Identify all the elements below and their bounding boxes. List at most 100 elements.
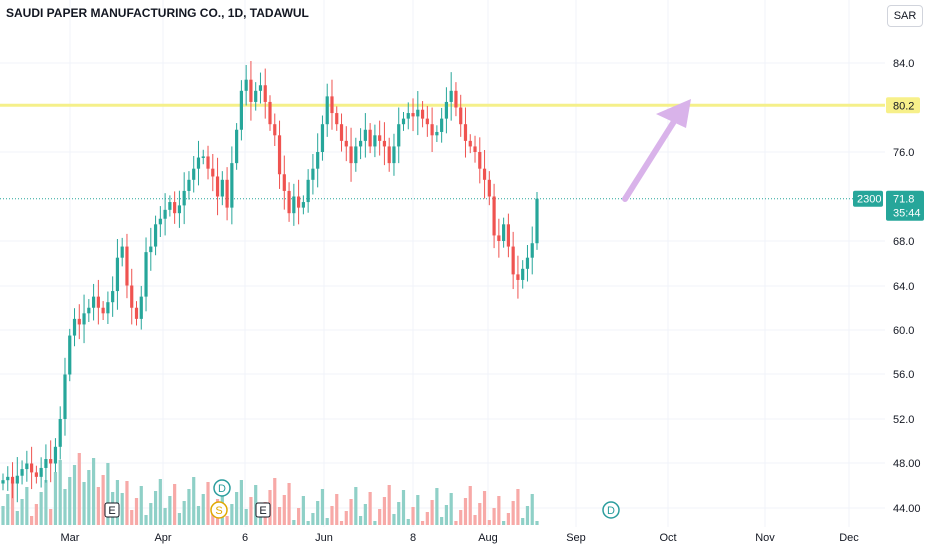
candle-body <box>139 296 143 319</box>
volume-bar <box>444 505 449 525</box>
dividend-marker-2-circle[interactable] <box>602 501 620 519</box>
candle-body <box>292 196 296 214</box>
volume-bar <box>106 463 110 525</box>
split-marker-1-circle[interactable] <box>210 501 228 519</box>
candle-body <box>401 118 406 125</box>
candle-body <box>335 113 339 125</box>
candle-body <box>492 196 496 236</box>
candle-body <box>192 168 196 180</box>
volume-bar <box>120 493 124 525</box>
candle-body <box>96 296 100 308</box>
candle-body <box>363 129 367 141</box>
candle-body <box>1 480 5 484</box>
earnings-marker-1-box[interactable] <box>104 502 120 518</box>
volume-tag[interactable] <box>853 190 883 207</box>
volume-bar <box>77 453 81 525</box>
volume-bar <box>244 509 248 525</box>
candle-body <box>258 85 263 91</box>
resistance-price-tag[interactable] <box>886 97 920 114</box>
volume-bar <box>330 506 334 525</box>
candle-body <box>425 118 429 125</box>
volume-bar <box>130 510 134 525</box>
volume-bar <box>134 498 139 525</box>
candle-body <box>444 101 449 119</box>
candle-body <box>130 285 134 308</box>
time-tick-label: Oct <box>659 532 676 544</box>
candle-body <box>430 124 434 136</box>
volume-bar <box>363 504 367 525</box>
candle-body <box>325 96 329 125</box>
candle-body <box>387 146 391 164</box>
candle-body <box>382 140 387 147</box>
current-price-label: 71.8 <box>893 194 914 206</box>
candle-body <box>225 179 229 208</box>
volume-bar <box>497 496 501 525</box>
volume-bar <box>292 520 296 525</box>
volume-bar <box>168 496 172 525</box>
price-tick-label: 56.0 <box>893 369 914 381</box>
volume-bar <box>430 500 434 525</box>
volume-bar <box>206 482 210 525</box>
candle-body <box>44 459 48 468</box>
resistance-price-label: 80.2 <box>893 100 914 112</box>
volume-bar <box>53 472 58 525</box>
candle-body <box>72 318 77 336</box>
time-tick-label: Aug <box>478 532 498 544</box>
candle-body <box>39 467 43 477</box>
volume-bar <box>354 487 358 525</box>
time-tick-label: Sep <box>566 532 586 544</box>
price-axis[interactable]: 84.0 76.0 68.0 64.0 60.0 56.0 52.0 48.00 44.00 80… <box>853 58 924 515</box>
candle-body <box>173 202 177 214</box>
current-price-tag[interactable] <box>886 190 924 221</box>
time-axis[interactable]: Mar Apr 6 Jun 8 Aug Sep Oct Nov Dec <box>61 532 860 544</box>
candle-body <box>311 168 315 180</box>
candle-body <box>49 459 53 464</box>
dividend-marker-1-circle[interactable] <box>213 479 231 497</box>
earnings-marker-2-label: E <box>259 505 266 517</box>
volume-bar <box>468 486 472 525</box>
volume-bar <box>459 510 463 525</box>
volume-bar <box>39 492 43 525</box>
candle-body <box>249 79 253 102</box>
volume-bar <box>192 477 196 525</box>
volume-bar <box>435 488 439 525</box>
price-tick-label: 68.0 <box>893 236 914 248</box>
volume-bar <box>511 501 515 525</box>
candle-body <box>25 463 29 470</box>
candle-body <box>196 157 201 169</box>
volume-bar <box>1 506 5 525</box>
candle-body <box>20 469 24 476</box>
dividend-marker-2-label: D <box>607 505 615 517</box>
dividend-marker-1-label: D <box>218 483 226 495</box>
volume-bar <box>420 521 425 525</box>
currency-button[interactable]: SAR <box>887 5 923 27</box>
candle-body <box>101 307 105 314</box>
time-tick-label: Apr <box>154 532 171 544</box>
earnings-marker-2-box[interactable] <box>255 502 271 518</box>
volume-bar <box>277 507 282 525</box>
candle-body <box>330 96 334 114</box>
trend-arrow[interactable] <box>622 99 691 202</box>
volume-bar <box>125 481 129 525</box>
candle-body <box>244 79 248 91</box>
volume-bar <box>282 495 286 525</box>
candle-body <box>182 190 186 206</box>
volume-bar <box>335 494 339 525</box>
price-tick-label: 44.00 <box>893 503 921 515</box>
candle-body <box>511 246 515 275</box>
volume-bar <box>82 482 86 525</box>
volume-bar <box>492 508 496 525</box>
volume-bar <box>139 486 143 525</box>
volume-bar <box>297 508 301 525</box>
candle-body <box>487 179 491 197</box>
candle-body <box>206 156 210 169</box>
volume-bar <box>406 519 410 525</box>
candle-body <box>30 463 34 473</box>
volume-bar <box>378 509 382 525</box>
volume-bar <box>425 512 429 525</box>
candle-body <box>373 135 377 147</box>
price-tick-label: 64.0 <box>893 281 914 293</box>
event-markers[interactable]: E EDS D <box>104 479 620 519</box>
candle-body <box>120 246 124 258</box>
